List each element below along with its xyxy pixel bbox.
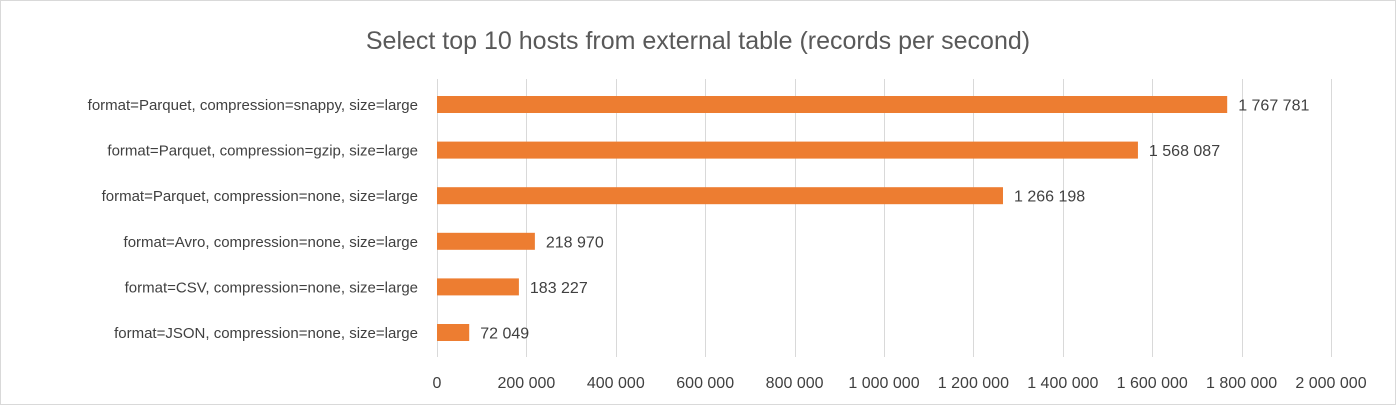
data-label: 1 767 781 <box>1238 98 1309 115</box>
bar <box>437 232 535 250</box>
x-tick-label: 2 000 000 <box>1295 375 1366 392</box>
category-label: format=Avro, compression=none, size=larg… <box>124 234 418 251</box>
category-label: format=Parquet, compression=snappy, size… <box>88 97 418 114</box>
bar <box>437 278 519 296</box>
x-tick-label: 1 600 000 <box>1117 375 1188 392</box>
category-label: format=JSON, compression=none, size=larg… <box>114 325 418 342</box>
data-labels: 1 767 781 1 568 087 1 266 198 218 970 183 22… <box>480 98 1309 343</box>
data-label: 218 970 <box>546 234 604 251</box>
data-label: 1 568 087 <box>1149 143 1220 160</box>
data-label: 1 266 198 <box>1014 189 1085 206</box>
x-tick-label: 200 000 <box>497 375 555 392</box>
x-tick-label: 400 000 <box>587 375 645 392</box>
x-tick-label: 1 400 000 <box>1027 375 1098 392</box>
bar <box>437 141 1138 159</box>
bar <box>437 96 1228 113</box>
x-tick-label: 600 000 <box>676 375 734 392</box>
x-tick-label: 1 200 000 <box>938 375 1009 392</box>
category-label: format=Parquet, compression=gzip, size=l… <box>107 143 418 160</box>
bar <box>437 324 470 341</box>
bars <box>437 96 1228 341</box>
category-labels: format=Parquet, compression=snappy, size… <box>88 97 418 342</box>
data-label: 72 049 <box>480 326 529 343</box>
x-tick-label: 0 <box>433 375 442 392</box>
category-label: format=Parquet, compression=none, size=l… <box>102 188 418 205</box>
category-label: format=CSV, compression=none, size=large <box>125 279 418 296</box>
x-tick-label: 1 800 000 <box>1206 375 1277 392</box>
chart-title: Select top 10 hosts from external table … <box>366 27 1030 55</box>
x-tick-label: 800 000 <box>766 375 824 392</box>
x-axis-ticks: 0 200 000 400 000 600 000 800 000 1 000 000 1 … <box>433 375 1367 392</box>
data-label: 183 227 <box>530 280 588 297</box>
x-tick-label: 1 000 000 <box>848 375 919 392</box>
grid-lines <box>437 79 1332 357</box>
bar <box>437 187 1003 205</box>
